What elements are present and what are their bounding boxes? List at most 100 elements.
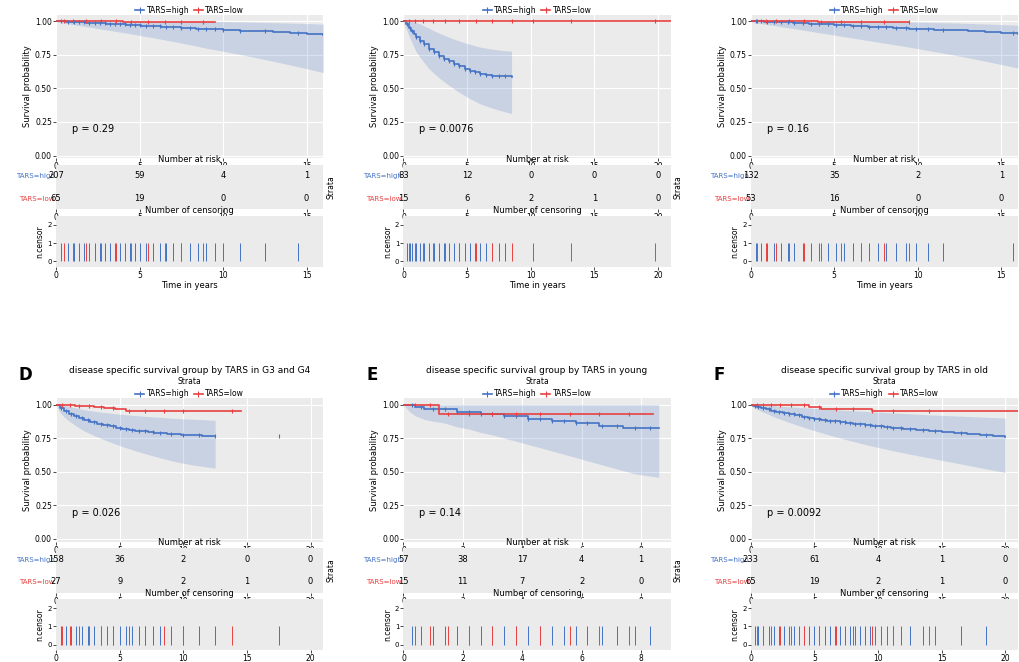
X-axis label: Time in years: Time in years (855, 224, 912, 233)
Text: 2: 2 (180, 577, 185, 586)
X-axis label: Time in years: Time in years (855, 173, 912, 182)
Text: 7: 7 (519, 577, 525, 586)
Title: Number of censoring: Number of censoring (145, 589, 233, 598)
Text: 0: 0 (638, 577, 643, 586)
Text: 53: 53 (745, 193, 755, 203)
X-axis label: Time in years: Time in years (855, 607, 912, 616)
X-axis label: Time in years: Time in years (161, 173, 218, 182)
Text: 0: 0 (654, 193, 660, 203)
Y-axis label: n.censor: n.censor (730, 608, 739, 641)
Text: 0: 0 (308, 555, 313, 563)
Text: p = 0.14: p = 0.14 (419, 508, 461, 518)
Title: disease specific survival group by TARS in young: disease specific survival group by TARS … (426, 366, 647, 375)
Legend: TARS=high, TARS=low: TARS=high, TARS=low (482, 377, 591, 399)
Title: Number of censoring: Number of censoring (840, 206, 928, 215)
X-axis label: Time in years: Time in years (508, 556, 565, 565)
Text: B: B (366, 0, 378, 1)
Y-axis label: Survival probability: Survival probability (717, 429, 727, 510)
Legend: TARS=high, TARS=low: TARS=high, TARS=low (482, 0, 591, 15)
Title: disease specific survival group by TARS in G3 and G4: disease specific survival group by TARS … (69, 366, 310, 375)
Text: 0: 0 (998, 193, 1003, 203)
Text: 65: 65 (745, 577, 755, 586)
Legend: TARS=high, TARS=low: TARS=high, TARS=low (829, 0, 937, 15)
Text: 4: 4 (874, 555, 879, 563)
Text: 233: 233 (742, 555, 758, 563)
Text: 59: 59 (135, 171, 145, 180)
Y-axis label: Strata: Strata (326, 559, 335, 582)
Y-axis label: Survival probability: Survival probability (370, 429, 379, 510)
Text: 1: 1 (638, 555, 643, 563)
Title: Number at risk: Number at risk (158, 538, 221, 547)
Y-axis label: Survival probability: Survival probability (717, 46, 727, 127)
Text: 158: 158 (48, 555, 64, 563)
Text: p = 0.29: p = 0.29 (72, 124, 114, 134)
Text: 12: 12 (462, 171, 472, 180)
Text: 1: 1 (245, 577, 250, 586)
Text: 9: 9 (117, 577, 122, 586)
Text: C: C (712, 0, 725, 1)
Text: 2: 2 (579, 577, 584, 586)
Y-axis label: n.censor: n.censor (36, 608, 45, 641)
Text: 2: 2 (914, 171, 919, 180)
Text: 27: 27 (51, 577, 61, 586)
Text: 0: 0 (308, 577, 313, 586)
Title: Number at risk: Number at risk (852, 538, 915, 547)
Text: 35: 35 (828, 171, 839, 180)
Text: 19: 19 (808, 577, 819, 586)
Text: 0: 0 (654, 171, 660, 180)
Text: 6: 6 (464, 193, 470, 203)
X-axis label: Time in years: Time in years (508, 224, 565, 233)
Title: Number of censoring: Number of censoring (492, 589, 581, 598)
Text: 4: 4 (579, 555, 584, 563)
Title: Number at risk: Number at risk (852, 155, 915, 164)
Text: 16: 16 (828, 193, 839, 203)
Text: 0: 0 (1002, 555, 1007, 563)
Title: Number of censoring: Number of censoring (145, 206, 233, 215)
Text: 1: 1 (938, 555, 944, 563)
Text: 15: 15 (397, 577, 409, 586)
X-axis label: Time in years: Time in years (855, 281, 912, 291)
Text: 15: 15 (397, 193, 409, 203)
Legend: TARS=high, TARS=low: TARS=high, TARS=low (136, 377, 244, 399)
X-axis label: Time in years: Time in years (508, 281, 565, 291)
Y-axis label: Survival probability: Survival probability (23, 429, 33, 510)
Text: 0: 0 (1002, 577, 1007, 586)
Y-axis label: Strata: Strata (326, 175, 335, 199)
X-axis label: Time in years: Time in years (161, 224, 218, 233)
Title: disease specific survival group by TARS in old: disease specific survival group by TARS … (781, 366, 986, 375)
Text: 0: 0 (528, 171, 533, 180)
Title: Number at risk: Number at risk (158, 155, 221, 164)
Text: 1: 1 (998, 171, 1003, 180)
X-axis label: Time in years: Time in years (161, 556, 218, 565)
X-axis label: Time in years: Time in years (508, 607, 565, 616)
Title: Number of censoring: Number of censoring (840, 589, 928, 598)
Text: 57: 57 (397, 555, 409, 563)
X-axis label: Time in years: Time in years (508, 173, 565, 182)
Title: Number at risk: Number at risk (505, 155, 568, 164)
Text: E: E (366, 366, 377, 384)
X-axis label: Time in years: Time in years (855, 556, 912, 565)
Text: 61: 61 (808, 555, 819, 563)
Y-axis label: Strata: Strata (674, 559, 682, 582)
Text: F: F (712, 366, 725, 384)
Text: 11: 11 (458, 577, 468, 586)
Text: 4: 4 (220, 171, 225, 180)
Text: 17: 17 (517, 555, 527, 563)
Text: p = 0.0092: p = 0.0092 (766, 508, 820, 518)
Y-axis label: n.censor: n.censor (730, 225, 739, 258)
Text: 2: 2 (180, 555, 185, 563)
Y-axis label: n.censor: n.censor (36, 225, 45, 258)
Text: 132: 132 (742, 171, 758, 180)
Y-axis label: n.censor: n.censor (382, 608, 391, 641)
Text: 1: 1 (938, 577, 944, 586)
Text: 2: 2 (874, 577, 879, 586)
Title: Number of censoring: Number of censoring (492, 206, 581, 215)
Text: 2: 2 (528, 193, 533, 203)
Y-axis label: Strata: Strata (674, 175, 682, 199)
Text: p = 0.16: p = 0.16 (766, 124, 808, 134)
Y-axis label: Survival probability: Survival probability (370, 46, 379, 127)
Text: 38: 38 (457, 555, 468, 563)
Text: 0: 0 (220, 193, 225, 203)
Text: 1: 1 (304, 171, 309, 180)
Y-axis label: Survival probability: Survival probability (23, 46, 33, 127)
